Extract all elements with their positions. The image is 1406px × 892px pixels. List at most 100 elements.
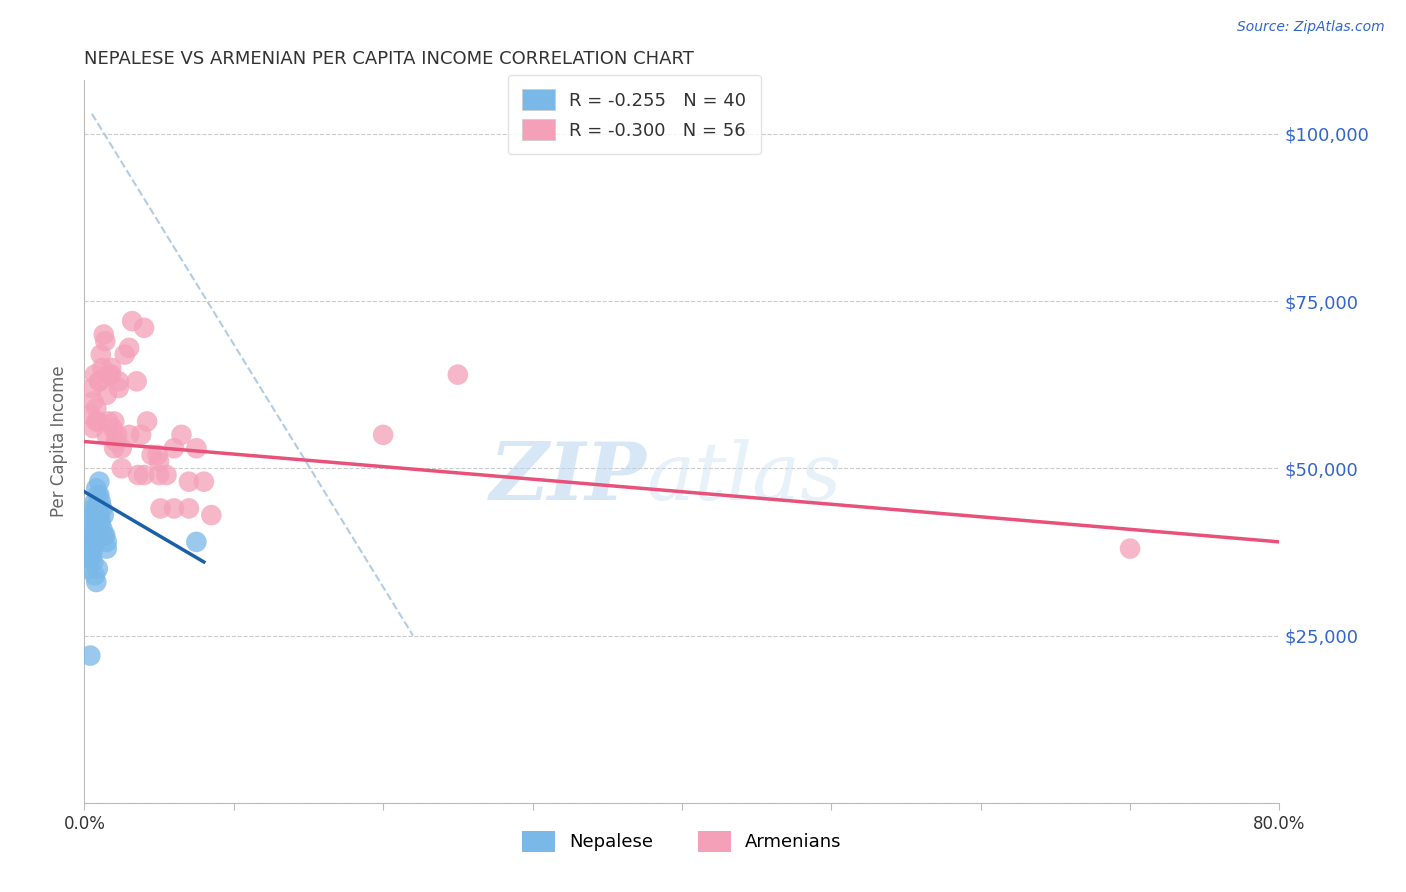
Point: [132, 467, 156, 482]
Text: ZIP: ZIP: [489, 439, 647, 516]
Point: [125, 375, 148, 389]
Point: [93, 508, 115, 523]
Point: [91, 521, 114, 535]
Point: [83, 521, 105, 535]
Text: atlas: atlas: [647, 439, 841, 516]
Point: [148, 454, 170, 469]
Point: [121, 314, 143, 328]
Point: [89, 488, 111, 502]
Point: [186, 534, 208, 549]
Point: [82, 501, 104, 516]
Point: [155, 467, 177, 482]
Point: [132, 320, 156, 334]
Point: [118, 427, 141, 442]
Point: [89, 528, 111, 542]
Point: [136, 414, 159, 428]
Point: [107, 381, 129, 395]
Point: [82, 528, 104, 542]
Point: [83, 568, 105, 582]
Point: [93, 327, 115, 342]
Point: [87, 521, 110, 535]
Point: [186, 441, 208, 455]
Point: [89, 375, 111, 389]
Point: [80, 534, 103, 549]
Point: [141, 448, 163, 462]
Point: [82, 541, 104, 556]
Point: [86, 401, 108, 416]
Point: [373, 427, 395, 442]
Point: [101, 421, 124, 435]
Point: [96, 541, 118, 556]
Point: [90, 348, 112, 362]
Point: [80, 521, 103, 535]
Point: [104, 434, 127, 449]
Point: [79, 408, 101, 422]
Point: [200, 508, 222, 523]
Point: [127, 467, 149, 482]
Point: [79, 541, 101, 556]
Point: [100, 368, 122, 382]
Point: [82, 421, 104, 435]
Point: [89, 375, 111, 389]
Point: [96, 534, 118, 549]
Point: [111, 461, 134, 475]
Point: [87, 488, 110, 502]
Point: [89, 475, 111, 489]
Point: [170, 427, 193, 442]
Point: [86, 575, 108, 590]
Point: [82, 515, 104, 529]
Point: [83, 494, 105, 508]
Point: [103, 441, 125, 455]
Point: [80, 548, 103, 563]
Point: [87, 562, 110, 576]
Point: [86, 501, 108, 516]
Point: [114, 348, 136, 362]
Point: [163, 501, 186, 516]
Point: [90, 494, 112, 508]
Point: [86, 414, 108, 428]
Point: [79, 648, 101, 663]
Point: [96, 387, 118, 401]
Point: [97, 414, 120, 428]
Point: [89, 508, 111, 523]
Point: [90, 515, 112, 529]
Point: [83, 534, 105, 549]
Point: [98, 368, 121, 382]
Point: [86, 482, 108, 496]
Text: Source: ZipAtlas.com: Source: ZipAtlas.com: [1237, 20, 1385, 34]
Point: [163, 441, 186, 455]
Point: [94, 334, 117, 348]
Point: [77, 562, 100, 576]
Point: [193, 475, 215, 489]
Point: [1119, 541, 1142, 556]
Point: [83, 368, 105, 382]
Legend: Nepalese, Armenians: Nepalese, Armenians: [515, 823, 849, 859]
Point: [148, 467, 170, 482]
Point: [96, 427, 118, 442]
Point: [118, 341, 141, 355]
Point: [100, 361, 122, 376]
Point: [107, 375, 129, 389]
Point: [447, 368, 470, 382]
Y-axis label: Per Capita Income: Per Capita Income: [51, 366, 69, 517]
Point: [87, 501, 110, 516]
Point: [79, 551, 101, 566]
Point: [80, 381, 103, 395]
Point: [105, 427, 128, 442]
Point: [82, 394, 104, 409]
Point: [177, 475, 200, 489]
Point: [94, 528, 117, 542]
Point: [103, 414, 125, 428]
Point: [87, 414, 110, 428]
Point: [91, 501, 114, 516]
Point: [111, 441, 134, 455]
Point: [177, 501, 200, 516]
Point: [83, 508, 105, 523]
Point: [129, 427, 152, 442]
Point: [146, 448, 169, 462]
Text: NEPALESE VS ARMENIAN PER CAPITA INCOME CORRELATION CHART: NEPALESE VS ARMENIAN PER CAPITA INCOME C…: [84, 50, 695, 68]
Point: [93, 528, 115, 542]
Point: [86, 528, 108, 542]
Point: [82, 555, 104, 569]
Point: [149, 501, 172, 516]
